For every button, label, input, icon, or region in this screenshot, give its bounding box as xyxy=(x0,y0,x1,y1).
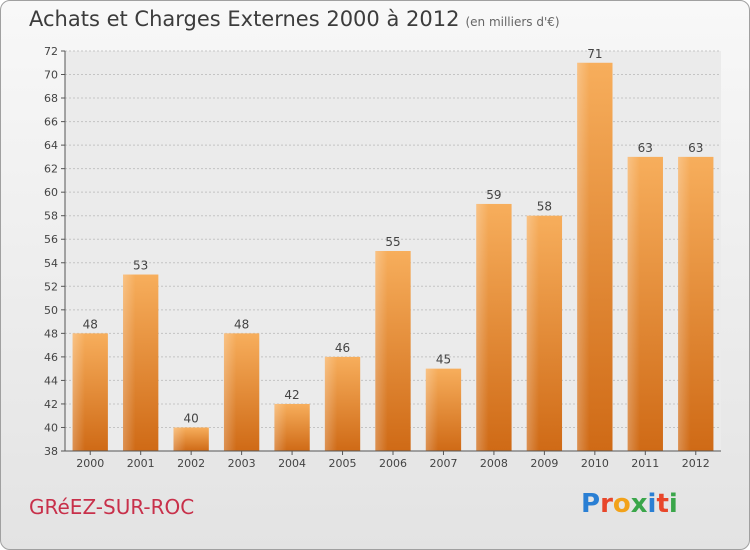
x-tick-label-2003: 2003 xyxy=(228,457,256,470)
y-tick-label: 52 xyxy=(44,280,58,293)
bars: 48 53 40 48 42 46 55 45 59 58 71 63 63 xyxy=(72,47,714,451)
x-tick-label-2011: 2011 xyxy=(631,457,659,470)
place-name: GRéEZ-SUR-ROC xyxy=(29,495,195,519)
data-label-2004: 42 xyxy=(284,388,299,402)
data-label-2001: 53 xyxy=(133,259,148,273)
logo-letter: P xyxy=(581,489,601,519)
x-tick-label-2008: 2008 xyxy=(480,457,508,470)
y-tick-label: 58 xyxy=(44,210,58,223)
bar-highlight xyxy=(577,62,590,451)
y-tick-label: 50 xyxy=(44,304,58,317)
y-tick-label: 60 xyxy=(44,186,58,199)
logo-letter: o xyxy=(612,489,631,519)
data-label-2000: 48 xyxy=(83,317,98,331)
y-tick-label: 48 xyxy=(44,327,58,340)
data-label-2011: 63 xyxy=(638,141,653,155)
bar-highlight xyxy=(274,403,287,451)
bar-highlight xyxy=(72,333,85,451)
x-tick-label-2000: 2000 xyxy=(76,457,104,470)
data-label-2010: 71 xyxy=(587,47,602,61)
y-tick-label: 72 xyxy=(44,45,58,58)
bar-highlight xyxy=(173,427,186,451)
bar-highlight xyxy=(223,333,237,451)
y-axis: 38 40 42 44 46 48 50 52 54 56 58 60 62 64 66 68 70 72 xyxy=(44,45,66,458)
x-tick-label-2002: 2002 xyxy=(177,457,205,470)
logo-letter: x xyxy=(630,489,648,519)
x-tick-label-2012: 2012 xyxy=(682,457,710,470)
y-tick-label: 70 xyxy=(44,69,58,82)
bar-highlight xyxy=(476,203,489,451)
logo-letter: i xyxy=(647,489,657,519)
y-tick-label: 56 xyxy=(44,233,58,246)
y-tick-label: 66 xyxy=(44,116,58,129)
x-tick-label-2005: 2005 xyxy=(329,457,357,470)
data-label-2006: 55 xyxy=(385,235,400,249)
y-tick-label: 42 xyxy=(44,398,58,411)
x-tick-label-2010: 2010 xyxy=(581,457,609,470)
data-label-2012: 63 xyxy=(688,141,703,155)
y-tick-label: 44 xyxy=(44,374,58,387)
x-tick-label-2006: 2006 xyxy=(379,457,407,470)
data-label-2007: 45 xyxy=(436,353,451,367)
bar-highlight xyxy=(678,156,691,451)
x-tick-label-2004: 2004 xyxy=(278,457,306,470)
y-tick-label: 68 xyxy=(44,92,58,105)
logo-letter: i xyxy=(668,489,678,519)
y-tick-label: 40 xyxy=(44,421,58,434)
bar-highlight xyxy=(123,274,136,451)
y-tick-label: 62 xyxy=(44,163,58,176)
y-tick-label: 54 xyxy=(44,257,58,270)
x-tick-label-2007: 2007 xyxy=(429,457,457,470)
data-label-2005: 46 xyxy=(335,341,350,355)
bar-highlight xyxy=(526,215,540,451)
bar-highlight xyxy=(425,368,439,451)
data-label-2003: 48 xyxy=(234,317,249,331)
x-axis: 2000 2001 2002 2003 2004 2005 2006 2007 2008 2009… xyxy=(65,450,721,470)
x-tick-label-2001: 2001 xyxy=(127,457,155,470)
logo-letter: t xyxy=(656,489,669,519)
data-label-2002: 40 xyxy=(184,411,199,425)
data-label-2008: 59 xyxy=(486,188,501,202)
data-label-2009: 58 xyxy=(537,200,552,214)
y-tick-label: 46 xyxy=(44,351,58,364)
bar-highlight xyxy=(627,156,641,451)
proxiti-logo: Proxiti xyxy=(581,489,678,519)
bar-highlight xyxy=(375,251,388,451)
y-tick-label: 64 xyxy=(44,139,58,152)
x-tick-label-2009: 2009 xyxy=(530,457,558,470)
chart-subtitle: (en milliers d'€) xyxy=(465,15,560,29)
y-tick-label: 38 xyxy=(44,445,58,458)
logo-letter: r xyxy=(600,489,613,519)
chart-title: Achats et Charges Externes 2000 à 2012 (e… xyxy=(29,7,560,31)
bar-highlight xyxy=(324,356,338,451)
